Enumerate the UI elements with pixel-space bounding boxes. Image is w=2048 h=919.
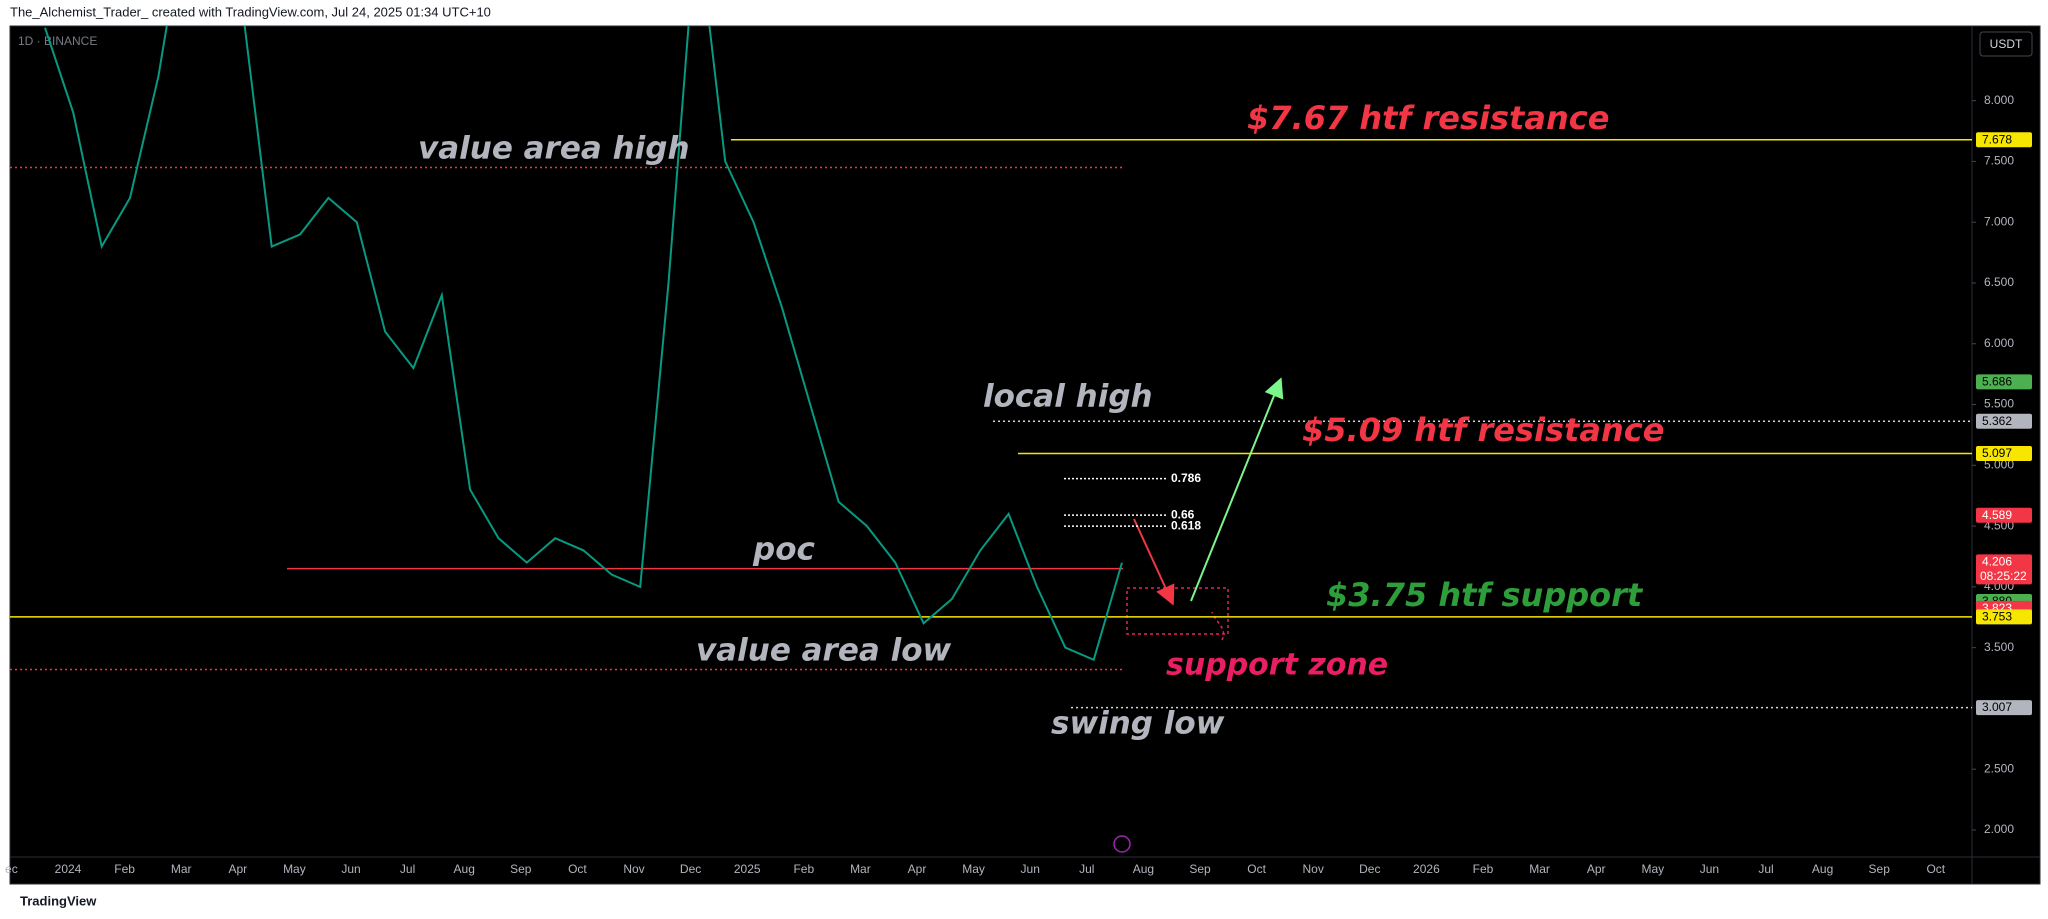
annotation: local high — [983, 379, 1153, 415]
x-tick-label: Feb — [114, 862, 135, 876]
price-tag-label: 3.007 — [1982, 700, 2012, 714]
support-zone-box — [1126, 587, 1229, 635]
x-tick-label: Apr — [228, 862, 247, 876]
x-tick-label: Mar — [850, 862, 871, 876]
annotation: $5.09 htf resistance — [1302, 411, 1664, 449]
price-tag-label: 7.678 — [1982, 132, 2012, 146]
x-tick-label: Feb — [793, 862, 814, 876]
x-tick-label: Jul — [400, 862, 415, 876]
header-title: The_Alchemist_Trader_ created with Tradi… — [10, 4, 491, 19]
price-tag — [1976, 446, 2032, 462]
annotation: poc — [752, 532, 815, 568]
replay-icon[interactable] — [1113, 835, 1131, 853]
currency-label[interactable]: USDT — [1990, 37, 2023, 51]
annotation: value area low — [696, 633, 952, 669]
price-tag-label: 4.589 — [1982, 508, 2012, 522]
annotation: support zone — [1166, 648, 1388, 683]
annotation: $7.67 htf resistance — [1247, 99, 1609, 137]
zone-pointer — [1211, 611, 1225, 641]
x-tick-label: Nov — [623, 862, 644, 876]
y-tick-label: 5.500 — [1984, 397, 2014, 411]
x-tick-label: Jun — [341, 862, 360, 876]
price-tag — [1976, 413, 2032, 429]
price-line — [44, 26, 1123, 662]
countdown: 08:25:22 — [1980, 569, 2027, 583]
y-tick-label: 2.000 — [1984, 822, 2014, 836]
y-tick-label: 7.500 — [1984, 154, 2014, 168]
price-tag — [1976, 700, 2032, 716]
x-tick-label: 2025 — [734, 862, 761, 876]
x-tick-label: Feb — [1473, 862, 1494, 876]
chart-pane — [10, 26, 1972, 709]
x-tick-label: Aug — [1812, 862, 1833, 876]
x-tick-label: Sep — [510, 862, 532, 876]
up-arrow — [1190, 377, 1284, 602]
annotation: swing low — [1051, 706, 1225, 742]
y-tick-label: 2.500 — [1984, 761, 2014, 775]
x-tick-label: Jun — [1021, 862, 1040, 876]
annotation: $3.75 htf support — [1326, 576, 1644, 614]
price-tag — [1976, 554, 2032, 585]
x-tick-label: ec — [5, 862, 18, 876]
price-tag-label: 5.362 — [1982, 414, 2012, 428]
x-tick-label: Sep — [1189, 862, 1211, 876]
price-tag — [1976, 609, 2032, 625]
down-arrow — [1133, 518, 1175, 606]
price-tag-label: 3.753 — [1982, 610, 2012, 624]
fib-label: 0.66 — [1171, 507, 1195, 521]
price-tag — [1976, 132, 2032, 148]
price-tag — [1976, 374, 2032, 390]
x-tick-label: Oct — [1247, 862, 1266, 876]
x-tick-label: Sep — [1869, 862, 1891, 876]
y-tick-label: 6.000 — [1984, 336, 2014, 350]
x-tick-label: Jul — [1079, 862, 1094, 876]
currency-button[interactable] — [1979, 31, 2033, 57]
x-tick-label: Oct — [1926, 862, 1945, 876]
price-tag-label: 5.097 — [1982, 446, 2012, 460]
y-tick-label: 7.000 — [1984, 214, 2014, 228]
price-tag-label: 5.686 — [1982, 375, 2012, 389]
price-tag — [1976, 507, 2032, 523]
x-tick-label: May — [962, 862, 985, 876]
x-tick-label: Aug — [454, 862, 475, 876]
x-tick-label: May — [283, 862, 306, 876]
x-tick-label: May — [1641, 862, 1664, 876]
x-tick-label: Dec — [1359, 862, 1380, 876]
y-tick-label: 6.500 — [1984, 275, 2014, 289]
price-tag-label: 4.206 — [1982, 555, 2012, 569]
symbol-legend: 1D · BINANCE — [18, 34, 97, 48]
x-tick-label: 2024 — [55, 862, 82, 876]
y-tick-label: 3.500 — [1984, 640, 2014, 654]
x-tick-label: Aug — [1133, 862, 1154, 876]
footer-brand: TradingView — [20, 893, 97, 908]
x-tick-label: Apr — [1587, 862, 1606, 876]
annotation: value area high — [418, 131, 690, 167]
x-tick-label: Mar — [1529, 862, 1550, 876]
fib-label: 0.786 — [1171, 471, 1201, 485]
x-tick-label: Jul — [1758, 862, 1773, 876]
fib-label: 0.618 — [1171, 518, 1201, 532]
x-tick-label: Apr — [908, 862, 927, 876]
y-tick-label: 8.000 — [1984, 93, 2014, 107]
x-tick-label: Oct — [568, 862, 587, 876]
chart-frame — [9, 25, 2041, 885]
x-tick-label: Dec — [680, 862, 701, 876]
x-tick-label: Nov — [1303, 862, 1324, 876]
x-tick-label: Jun — [1700, 862, 1719, 876]
x-tick-label: Mar — [171, 862, 192, 876]
x-tick-label: 2026 — [1413, 862, 1440, 876]
